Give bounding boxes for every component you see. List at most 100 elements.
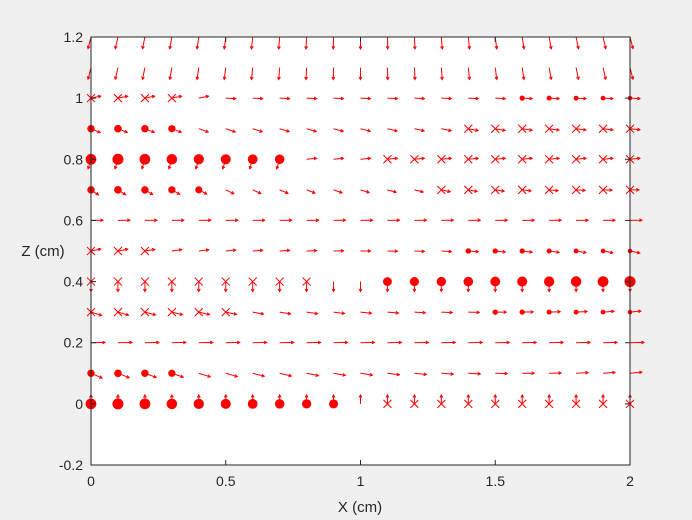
field-vector: [113, 277, 123, 293]
field-arrow-shaft: [278, 36, 281, 50]
field-arrow-head: [420, 189, 425, 194]
field-arrow-shaft: [360, 189, 370, 193]
field-arrow-head: [288, 373, 293, 378]
field-arrow-head: [331, 76, 336, 81]
field-arrow-head: [475, 128, 480, 132]
field-arrow-shaft: [333, 311, 345, 314]
field-vector: [463, 154, 480, 164]
field-vector: [279, 189, 289, 195]
field-vector: [410, 393, 419, 409]
field-arrow-head: [576, 45, 580, 50]
field-arrow-head: [304, 46, 308, 51]
field-arrow-head: [339, 190, 344, 194]
field-vector: [249, 36, 254, 50]
field-arrow-shaft: [144, 128, 155, 133]
field-arrow-head: [476, 310, 481, 315]
field-arrow-head: [450, 372, 455, 376]
field-arrow-head: [555, 188, 560, 193]
field-arrow-shaft: [333, 189, 343, 194]
field-arrow-shaft: [144, 189, 153, 195]
field-vector: [385, 36, 390, 51]
field-arrow-shaft: [168, 159, 173, 169]
field-arrow-head: [143, 393, 147, 398]
field-vector: [494, 67, 499, 81]
field-vector: [436, 276, 447, 293]
field-vector: [603, 370, 617, 375]
field-arrow-head: [413, 76, 417, 81]
field-arrow-head: [222, 76, 227, 81]
field-arrow-shaft: [252, 311, 264, 315]
field-arrow-head: [558, 371, 563, 375]
field-arrow-head: [194, 165, 199, 170]
field-out-dot: [600, 309, 606, 315]
field-arrow-shaft: [495, 250, 506, 253]
field-vector: [441, 372, 455, 376]
field-arrow-head: [232, 129, 237, 133]
field-vector: [490, 276, 501, 293]
field-arrow-head: [207, 218, 212, 223]
field-arrow-shaft: [387, 372, 400, 376]
field-arrow-head: [609, 250, 614, 255]
field-arrow-head: [209, 340, 214, 345]
field-arrow-head: [143, 288, 147, 293]
field-arrow-head: [477, 218, 482, 223]
field-vector: [167, 307, 184, 317]
x-tick-label: 1.5: [486, 473, 506, 489]
field-arrow-head: [367, 249, 372, 253]
field-arrow-head: [151, 94, 156, 99]
y-tick-label: 1.2: [64, 29, 84, 45]
field-arrow-shaft: [576, 372, 589, 374]
field-arrow-head: [530, 310, 535, 314]
x-tick-label: 1: [357, 473, 365, 489]
field-vector: [492, 309, 508, 315]
field-vector: [139, 393, 151, 410]
field-vector: [171, 340, 187, 345]
field-arrow-head: [284, 190, 289, 195]
field-vector: [522, 218, 536, 223]
field-arrow-head: [413, 46, 417, 51]
field-arrow-shaft: [360, 311, 372, 314]
field-arrow-shaft: [306, 128, 317, 132]
field-arrow-head: [609, 188, 614, 192]
field-arrow-shaft: [222, 159, 227, 169]
field-arrow-head: [587, 340, 592, 345]
field-out-dot: [220, 398, 231, 409]
field-arrow-shaft: [144, 248, 155, 252]
field-arrow-shaft: [305, 67, 308, 80]
field-vector: [252, 96, 264, 101]
field-arrow-shaft: [548, 67, 552, 80]
field-vector: [331, 281, 336, 293]
field-arrow-head: [249, 45, 254, 50]
field-arrow-head: [234, 218, 239, 223]
field-arrow-head: [313, 248, 318, 253]
field-arrow-head: [367, 96, 372, 101]
field-vector: [360, 249, 372, 253]
field-vector: [490, 154, 507, 164]
field-vector: [358, 393, 363, 404]
field-arrow-head: [97, 129, 102, 134]
field-arrow-shaft: [171, 372, 184, 378]
field-arrow-shaft: [276, 159, 281, 169]
field-arrow-head: [311, 190, 316, 194]
field-arrow-shaft: [117, 372, 130, 379]
field-vector: [597, 276, 609, 293]
field-arrow-head: [556, 156, 561, 161]
field-vector: [576, 218, 590, 223]
field-arrow-head: [358, 46, 363, 51]
field-vector: [467, 67, 472, 81]
field-arrow-head: [249, 76, 254, 81]
field-arrow-shaft: [171, 95, 182, 99]
field-vector: [114, 369, 131, 379]
field-vector: [521, 67, 526, 81]
field-arrow-head: [439, 288, 444, 293]
field-arrow-head: [479, 340, 484, 345]
field-arrow-head: [259, 96, 264, 101]
field-arrow-head: [477, 371, 482, 376]
field-vector: [252, 311, 265, 316]
field-vector: [113, 67, 119, 81]
y-tick-label: 0.4: [64, 274, 84, 290]
field-vector: [221, 307, 238, 317]
field-arrow-shaft: [279, 311, 291, 315]
field-arrow-shaft: [195, 159, 200, 169]
field-arrow-shaft: [441, 372, 454, 375]
